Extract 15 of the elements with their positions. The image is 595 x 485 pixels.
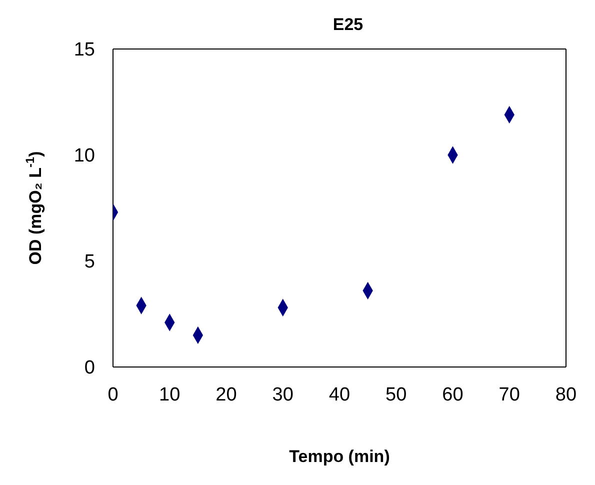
y-tick-label: 15	[74, 40, 95, 61]
x-tick-label: 60	[442, 384, 464, 406]
x-tick-label: 0	[108, 384, 118, 406]
y-tick-label: 0	[84, 358, 95, 379]
x-tick-label: 10	[159, 384, 180, 406]
x-tick-label: 80	[555, 384, 577, 406]
chart-title: E25	[332, 15, 364, 34]
x-tick-label: 50	[386, 384, 407, 406]
x-axis-title: Tempo (min)	[289, 447, 390, 466]
x-tick-label: 70	[498, 384, 520, 406]
x-tick-label: 30	[272, 384, 294, 406]
x-tick-label: 40	[328, 384, 350, 406]
y-tick-label: 10	[74, 146, 95, 167]
x-tick-label: 20	[216, 384, 237, 406]
y-tick-label: 5	[84, 252, 95, 273]
